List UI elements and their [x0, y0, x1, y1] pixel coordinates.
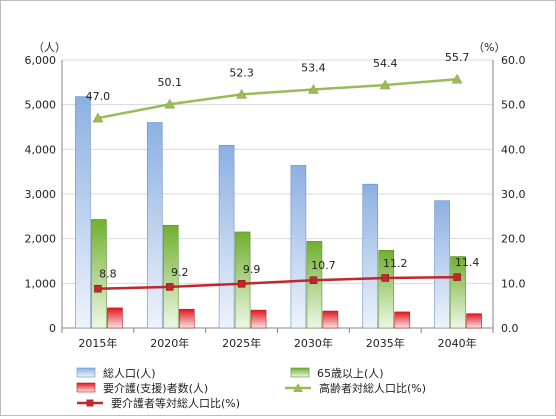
data-label: 11.4: [455, 256, 480, 269]
data-label: 55.7: [445, 51, 470, 64]
left-tick-label: 6,000: [25, 54, 57, 67]
bar: [306, 241, 323, 329]
line-point: [381, 274, 389, 282]
right-tick-label: 10.0: [501, 277, 526, 290]
line-point: [307, 83, 319, 94]
line-point: [309, 276, 318, 284]
bar: [466, 313, 482, 329]
left-tick-label: 3,000: [25, 188, 57, 201]
data-label: 8.8: [99, 268, 117, 281]
legend-label: 65歳以上(人): [317, 367, 384, 380]
x-tick-label: 2040年: [438, 336, 477, 350]
right-tick-label: 50.0: [501, 99, 526, 112]
right-tick-label: 60.0: [501, 54, 526, 67]
bar: [394, 311, 411, 329]
legend-label: 総人口(人): [103, 366, 156, 380]
legend-swatch: [290, 367, 310, 378]
bar: [234, 231, 251, 329]
line-point: [92, 112, 104, 123]
x-tick-label: 2020年: [150, 336, 189, 350]
x-tick-label: 2035年: [366, 336, 405, 350]
left-tick-label: 1,000: [25, 277, 57, 290]
bar: [146, 122, 163, 329]
bar: [75, 96, 91, 329]
bar: [378, 249, 395, 329]
bar: [322, 310, 339, 329]
right-axis-unit: （%）: [473, 41, 505, 54]
data-label: 47.0: [86, 90, 111, 103]
data-label: 11.2: [383, 257, 408, 270]
line-point: [236, 88, 248, 99]
line-point: [164, 98, 176, 109]
data-label: 54.4: [373, 57, 398, 70]
bar: [250, 309, 267, 329]
legend-label: 要介護(支援)者数(人): [103, 381, 208, 395]
legend-marker: [293, 383, 303, 392]
x-tick-label: 2015年: [78, 336, 117, 350]
bar: [290, 165, 307, 329]
line-point: [379, 79, 391, 90]
x-tick-label: 2025年: [222, 336, 261, 350]
line-point: [94, 284, 102, 293]
left-tick-label: 0: [49, 322, 56, 335]
bar: [178, 308, 195, 329]
left-tick-label: 4,000: [25, 143, 57, 156]
bar: [218, 145, 235, 329]
bar: [91, 219, 107, 329]
line-point: [453, 273, 461, 281]
series-line: [97, 77, 458, 120]
data-label: 50.1: [158, 76, 183, 89]
line-point: [237, 280, 246, 288]
legend-swatch: [76, 382, 96, 393]
left-axis-unit: （人）: [33, 41, 66, 54]
right-tick-label: 30.0: [501, 188, 526, 201]
legend-label: 高齢者対総人口比(%): [319, 381, 426, 395]
data-label: 10.7: [311, 259, 336, 272]
bar: [434, 200, 450, 329]
right-tick-label: 40.0: [501, 143, 526, 156]
legend-box: [71, 361, 491, 411]
legend-swatch: [76, 367, 96, 378]
data-label: 9.9: [243, 263, 261, 276]
left-tick-label: 5,000: [25, 99, 57, 112]
data-label: 52.3: [229, 66, 254, 79]
line-point: [166, 283, 174, 291]
legend-label: 要介護者等対総人口比(%): [111, 396, 240, 410]
bar: [107, 307, 123, 329]
legend-marker: [86, 399, 94, 407]
right-tick-label: 20.0: [501, 233, 526, 246]
right-tick-label: 0.0: [501, 322, 519, 335]
data-label: 53.4: [301, 61, 326, 74]
bar: [362, 183, 379, 329]
data-label: 9.2: [171, 266, 189, 279]
x-tick-label: 2030年: [294, 336, 333, 350]
line-point: [451, 73, 463, 84]
bar: [162, 224, 179, 329]
series-line: [97, 275, 458, 290]
left-tick-label: 2,000: [25, 233, 57, 246]
